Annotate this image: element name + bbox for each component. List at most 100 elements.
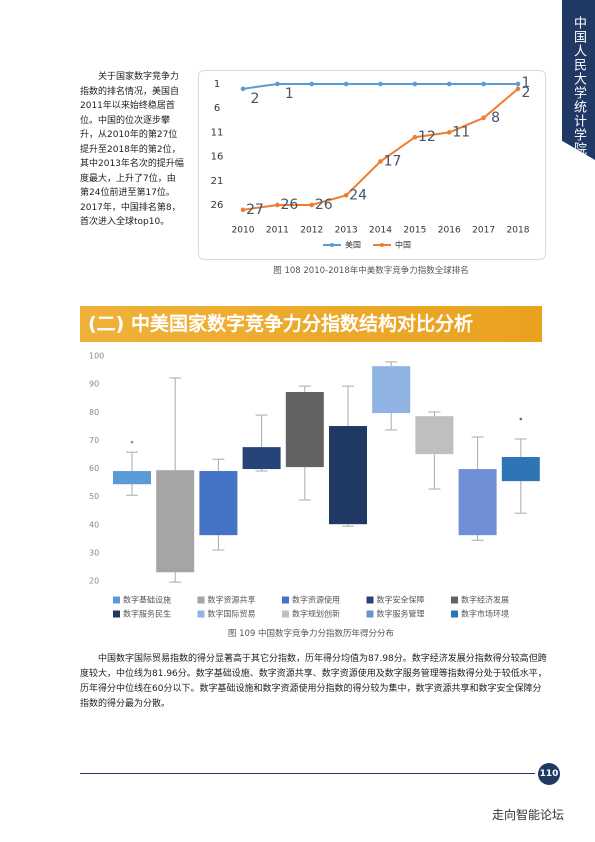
data-label: 11 [452,124,470,140]
legend-swatch [197,596,205,604]
data-label: 26 [315,197,333,213]
data-label: 2 [522,85,531,101]
page-number: 110 [538,763,560,785]
legend-swatch [282,610,289,618]
box [156,470,195,573]
point [240,207,246,213]
x-tick-label: 2015 [403,226,426,236]
body-text: 中国数字国际贸易指数的得分显著高于其它分指数，历年得分均值为87.98分。数字经… [80,654,547,709]
outlier [519,417,523,421]
x-tick-label: 2018 [507,226,530,236]
data-label: 8 [491,110,500,126]
point [275,202,280,208]
legend-label: 数字服务管理 [377,609,425,619]
point [378,159,383,164]
data-label: 2 [251,91,260,107]
intro-text: 关于国家数字竞争力指数的排名情况，美国自2011年以来始终稳居首位。中国的位次逐… [80,72,184,227]
legend-label: 数字规划创新 [292,609,340,619]
legend-label: 美国 [345,240,361,250]
box [329,426,367,525]
x-tick-label: 2012 [300,226,323,236]
y-tick-label: 16 [211,152,224,163]
watermark: 走向智能论坛 [492,808,565,822]
y-tick-label: 1 [214,79,220,90]
y-tick-label: 100 [89,352,104,361]
chart-frame: 1 6 11 16 21 26 2010 2011 2012 2013 2014 2015 2016 20… [198,70,546,260]
box [285,392,324,468]
legend-label: 数字安全保障 [377,595,425,605]
legend-swatch [113,610,120,618]
data-label: 24 [349,187,367,203]
data-label: 27 [246,202,264,218]
point [412,81,418,87]
legend-label: 数字经济发展 [461,595,509,605]
point [343,81,349,87]
legend-swatch [282,596,289,604]
x-tick-label: 2016 [438,226,461,236]
box [199,471,238,536]
legend-swatch [113,596,120,604]
data-label: 1 [522,75,531,91]
legend-label: 数字服务民生 [123,609,171,619]
box [372,366,411,414]
legend-label: 数字资源共享 [208,595,256,605]
data-label: 17 [384,153,402,169]
point [343,193,349,198]
y-tick-label: 20 [89,577,99,586]
point [240,86,246,92]
legend-swatch [366,610,374,618]
y-tick-label: 80 [89,408,99,417]
x-tick-label: 2014 [369,226,392,236]
side-tab: 中国人民大学统计学院 [562,0,595,160]
x-tick-label: 2011 [266,226,289,236]
box [415,416,454,455]
point [309,202,315,208]
y-tick-label: 60 [89,464,99,473]
y-tick-label: 30 [89,548,99,557]
y-tick-label: 6 [214,103,220,114]
y-tick-label: 90 [89,380,99,389]
y-tick-label: 70 [89,436,99,445]
legend-label: 数字资源使用 [292,595,340,605]
y-tick-label: 40 [89,520,99,529]
y-tick-label: 11 [211,127,224,138]
footer-rule [80,773,535,774]
legend-label: 数字基础设施 [123,595,171,605]
point [481,115,486,121]
caption: 图 109 中国数字竞争力分指数历年得分分布 [227,629,395,639]
x-tick-label: 2010 [232,226,255,236]
point [378,81,383,87]
point [446,81,452,87]
legend-marker [330,243,334,247]
legend-label: 数字国际贸易 [208,609,256,619]
legend-swatch [451,610,458,618]
data-label: 26 [280,197,298,213]
point [515,81,521,87]
point [446,130,452,135]
legend-swatch [197,610,205,618]
box-chart: 20 30 40 50 60 70 80 90 100 数字基础设施 数字资源共享 数字资源使用 数字安… [89,352,540,619]
point [309,81,315,87]
box [242,447,281,470]
legend-marker [380,243,384,247]
point [515,86,521,92]
point [275,81,280,87]
point [481,81,486,87]
caption: 图 108 2010-2018年中美数字竞争力指数全球排名 [273,266,469,276]
box [501,456,540,482]
y-tick-label: 26 [211,200,224,211]
x-tick-label: 2013 [335,226,358,236]
legend-label: 数字市场环境 [461,609,509,619]
legend-swatch [366,596,374,604]
data-label: 12 [418,129,436,145]
legend-swatch [451,596,458,604]
box [458,469,497,536]
box [113,471,151,485]
x-tick-label: 2017 [472,226,495,236]
y-tick-label: 21 [211,176,224,187]
outlier [130,440,134,444]
point [412,134,418,140]
data-label: 1 [285,86,294,102]
